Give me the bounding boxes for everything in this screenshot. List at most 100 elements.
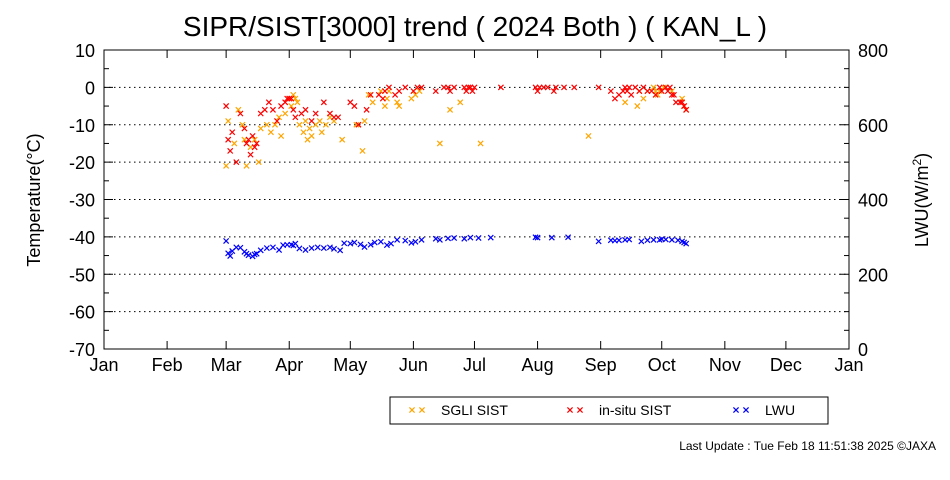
- data-point: [369, 99, 376, 106]
- data-point: [467, 234, 474, 241]
- data-point: [585, 132, 592, 139]
- data-point: [394, 99, 401, 106]
- data-point: [379, 95, 386, 102]
- y-tick-label: -60: [69, 303, 95, 323]
- data-point: [251, 136, 258, 143]
- data-point: [571, 84, 578, 91]
- plot-area: [103, 49, 850, 350]
- y2-tick-label: 200: [858, 265, 888, 285]
- data-point: [550, 88, 557, 95]
- data-point: [330, 245, 338, 252]
- data-point: [367, 91, 374, 98]
- data-point: [471, 84, 478, 91]
- x-tick-label: Jul: [463, 355, 486, 375]
- data-point: [363, 106, 370, 113]
- data-point: [265, 99, 272, 106]
- data-point: [276, 114, 283, 121]
- data-point: [534, 234, 541, 241]
- data-point: [432, 88, 439, 95]
- data-point: [656, 84, 663, 91]
- data-point: [335, 114, 342, 121]
- legend: SGLI SIST in-situ SIST LWU: [389, 396, 829, 425]
- grid-lines: [104, 86, 849, 313]
- data-point: [444, 235, 452, 242]
- data-point: [243, 162, 250, 169]
- data-point: [552, 84, 559, 91]
- x-tick-labels: Jan Feb Mar Apr May Jun Jul Aug Sep Oct Nov Dec Jan: [89, 355, 863, 375]
- x-tick-label: Mar: [211, 355, 242, 375]
- data-point: [652, 91, 659, 98]
- data-point: [227, 252, 234, 259]
- data-point: [227, 147, 234, 154]
- data-point: [634, 103, 641, 110]
- data-point: [650, 84, 657, 91]
- data-point: [355, 121, 362, 128]
- data-point: [351, 239, 358, 246]
- data-point: [650, 236, 657, 243]
- y-tick-label: 10: [75, 41, 95, 61]
- y-tick-label: -20: [69, 153, 95, 173]
- data-point: [381, 103, 388, 110]
- data-point: [302, 246, 309, 253]
- data-point: [436, 236, 443, 243]
- data-point: [288, 103, 295, 110]
- data-point: [306, 125, 313, 132]
- y-tick-labels: 10 0 -10 -20 -30 -40 -50 -60 -70: [69, 41, 95, 360]
- data-point: [223, 237, 230, 245]
- legend-box: [389, 396, 829, 425]
- data-point: [225, 117, 232, 125]
- data-point: [365, 91, 372, 98]
- data-point: [290, 106, 297, 113]
- data-point: [233, 159, 240, 166]
- legend-label: in-situ SIST: [599, 402, 672, 418]
- legend-marker: [566, 406, 574, 414]
- data-point: [561, 84, 568, 91]
- data-point: [302, 117, 309, 125]
- data-point: [394, 236, 401, 243]
- data-point: [322, 121, 329, 128]
- data-point: [683, 106, 690, 113]
- data-point: [548, 234, 555, 241]
- data-point: [292, 240, 299, 247]
- y2-tick-label: 600: [858, 116, 888, 136]
- legend-label: SGLI SIST: [441, 402, 508, 418]
- data-point: [253, 140, 260, 147]
- data-point: [640, 95, 647, 102]
- data-point: [255, 159, 262, 166]
- data-point: [534, 88, 541, 95]
- legend-marker: [576, 406, 584, 414]
- data-point: [461, 235, 468, 242]
- y2-axis-label: LWU(W/m2): [910, 153, 932, 247]
- data-point: [353, 121, 360, 128]
- data-point: [412, 238, 419, 245]
- data-point: [359, 147, 366, 154]
- y2-axis-label-main: LWU(W/m: [912, 166, 932, 248]
- data-point: [261, 106, 268, 113]
- data-point: [326, 244, 333, 251]
- x-tick-label: Nov: [709, 355, 741, 375]
- y-tick-label: -30: [69, 191, 95, 211]
- y2-tick-labels: 800 600 400 200 0: [858, 41, 888, 360]
- data-point: [296, 121, 303, 128]
- data-point: [320, 245, 327, 252]
- data-point: [300, 129, 307, 136]
- data-point: [257, 247, 264, 254]
- data-point: [308, 245, 315, 252]
- x-tick-label: Jan: [89, 355, 118, 375]
- legend-marker: [732, 406, 740, 414]
- data-point: [402, 84, 409, 91]
- data-point: [626, 84, 633, 91]
- data-point: [278, 132, 285, 139]
- data-point: [396, 88, 403, 95]
- x-tick-label: Feb: [152, 355, 183, 375]
- data-point: [294, 99, 301, 106]
- data-point: [544, 84, 551, 91]
- data-point: [670, 91, 677, 98]
- x-tick-label: Aug: [522, 355, 554, 375]
- data-point: [377, 238, 384, 245]
- data-point: [267, 129, 274, 136]
- data-point: [668, 236, 675, 243]
- y-tick-label: -50: [69, 265, 95, 285]
- series-in-situ-sist: [223, 84, 690, 166]
- legend-label: LWU: [765, 402, 795, 418]
